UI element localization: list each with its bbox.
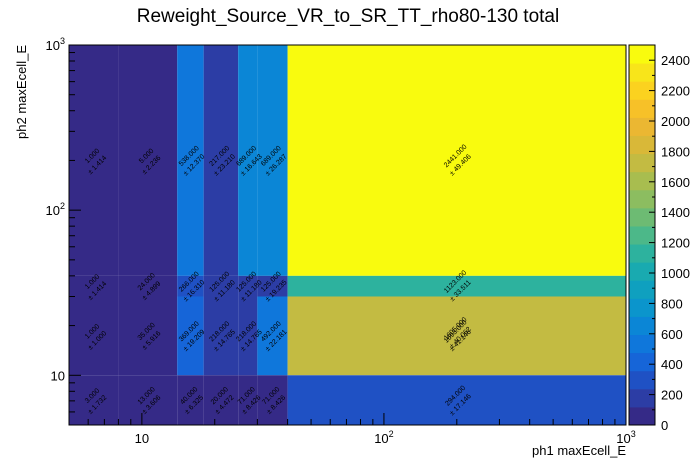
heatmap-cell — [257, 45, 288, 276]
heatmap-cell — [287, 45, 626, 276]
x-axis-label: ph1 maxEcell_E — [532, 443, 626, 458]
colorbar-swatch — [629, 189, 655, 209]
colorbar-tick-label: 2400 — [661, 53, 690, 68]
colorbar-tick-label: 800 — [661, 296, 683, 311]
colorbar-swatch — [629, 207, 655, 227]
colorbar-swatch — [629, 298, 655, 317]
colorbar-tick-label: 1400 — [661, 205, 690, 220]
colorbar-swatch — [629, 406, 655, 426]
colorbar-tick-label: 2200 — [661, 84, 690, 99]
colorbar-tick-label: 0 — [661, 418, 668, 433]
colorbar-swatch — [629, 117, 655, 136]
heatmap-cell — [69, 275, 119, 297]
x-tick-label: 10 — [135, 431, 149, 446]
colorbar-tick-label: 400 — [661, 357, 683, 372]
x-tick-label: 102 — [374, 429, 393, 446]
colorbar-swatch — [629, 316, 655, 336]
colorbar-swatch — [629, 225, 655, 245]
colorbar-swatch — [629, 153, 655, 173]
colorbar-tick-label: 1000 — [661, 266, 690, 281]
colorbar-swatch — [629, 63, 655, 82]
colorbar-tick-label: 2000 — [661, 114, 690, 129]
heatmap-cell — [287, 375, 626, 425]
heatmap-cell — [238, 45, 258, 276]
heatmap-cell — [69, 45, 119, 276]
heatmap-cell — [203, 296, 239, 376]
colorbar-swatch — [629, 262, 655, 281]
heatmap-cell — [238, 275, 258, 297]
heatmap-cell — [257, 296, 288, 376]
colorbar-tick-label: 1800 — [661, 144, 690, 159]
colorbar-swatch — [629, 370, 655, 390]
colorbar-tick-label: 600 — [661, 327, 683, 342]
colorbar-tick-label: 1600 — [661, 175, 690, 190]
heatmap-cell — [257, 275, 288, 297]
colorbar-frame — [628, 44, 656, 426]
heatmap-cell — [118, 296, 178, 376]
y-tick-label: 102 — [46, 201, 65, 218]
heatmap-cells — [69, 45, 626, 425]
y-tick-label: 10 — [51, 368, 65, 383]
heatmap-cell — [177, 275, 204, 297]
colorbar-tick-label: 1200 — [661, 236, 690, 251]
heatmap-cell — [69, 375, 119, 425]
y-axis-label: ph2 maxEcell_E — [14, 45, 29, 139]
heatmap-cell — [287, 296, 626, 376]
heatmap-cell — [69, 296, 119, 376]
heatmap-cell — [177, 296, 204, 376]
heatmap-cell — [177, 45, 204, 276]
colorbar-swatch — [629, 352, 655, 372]
colorbar-tick-label: 200 — [661, 388, 683, 403]
colorbar-swatch — [629, 244, 655, 263]
heatmap-cell — [203, 275, 239, 297]
heatmap-cell — [177, 375, 204, 425]
colorbar-swatch — [629, 171, 655, 191]
colorbar-swatch — [629, 81, 655, 100]
colorbar-swatch — [629, 388, 655, 408]
colorbar-swatch — [629, 45, 655, 64]
colorbar-swatch — [629, 135, 655, 155]
y-tick-label: 103 — [46, 36, 65, 53]
heatmap-cell — [118, 275, 178, 297]
heatmap-cell — [203, 375, 239, 425]
heatmap-cell — [238, 375, 258, 425]
y-axis: 10 102 103 — [46, 36, 81, 426]
heatmap-cell — [203, 45, 239, 276]
heatmap-cell — [287, 275, 626, 297]
colorbar-swatch — [629, 334, 655, 354]
heatmap-cell — [238, 296, 258, 376]
heatmap-cell — [118, 45, 178, 276]
colorbar-swatch — [629, 280, 655, 299]
colorbar-swatch — [629, 99, 655, 118]
plot-frame — [68, 44, 627, 426]
heatmap-cell — [118, 375, 178, 425]
heatmap-cell — [257, 375, 288, 425]
chart-title: Reweight_Source_VR_to_SR_TT_rho80-130 to… — [137, 6, 559, 27]
colorbar: 0 200 400 600 800 1000 1200 1400 1600 1800 2000 220… — [628, 44, 690, 433]
